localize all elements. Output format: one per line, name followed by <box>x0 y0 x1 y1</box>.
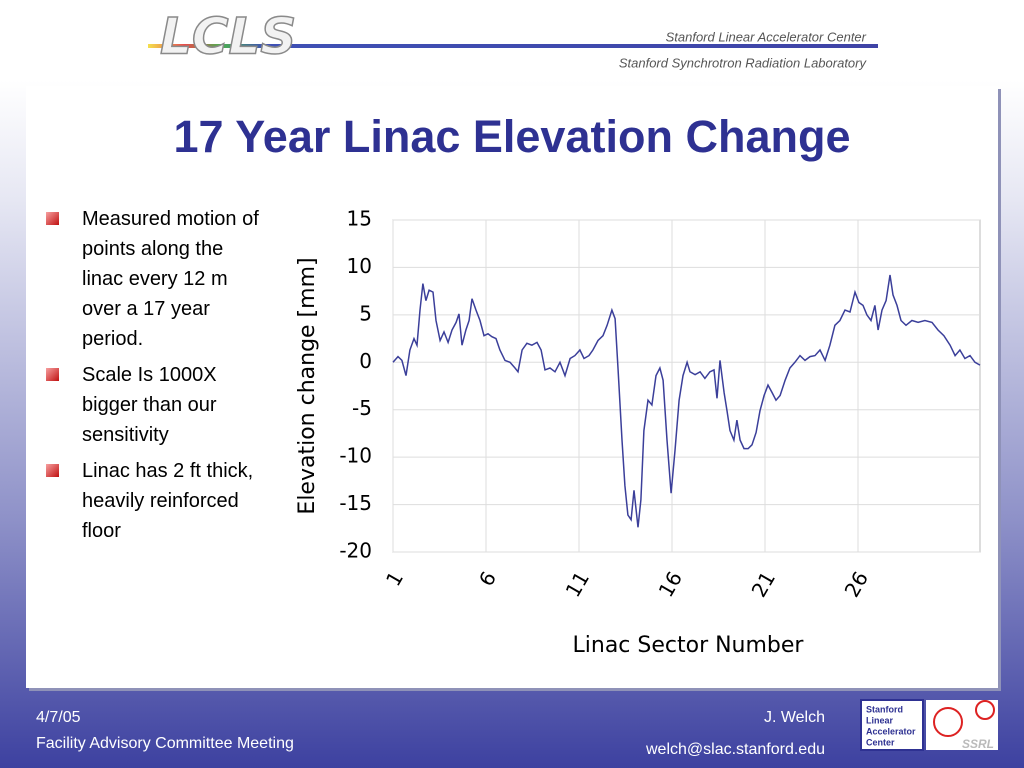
footer-email: welch@slac.stanford.edu <box>645 741 825 758</box>
footer-author: J. Welch <box>764 709 825 726</box>
x-axis-title: Linac Sector Number <box>573 633 805 658</box>
footer-meeting: Facility Advisory Committee Meeting <box>36 735 294 752</box>
y-tick-label: -15 <box>339 491 372 515</box>
plot-area <box>392 219 981 553</box>
org-name: Stanford Linear Accelerator Center <box>666 29 867 44</box>
x-tick-label: 26 <box>840 567 874 601</box>
org-name: Stanford Synchrotron Radiation Laborator… <box>619 55 868 70</box>
bullet-list: Measured motion of points along the lina… <box>44 204 264 552</box>
slac-logo-text: Center <box>866 737 895 747</box>
slac-logo-text: Linear <box>866 715 894 725</box>
bullet: Scale Is 1000X bigger than our sensitivi… <box>44 360 260 450</box>
bullet: Measured motion of points along the lina… <box>44 204 260 354</box>
ssrl-ring <box>933 707 963 737</box>
header-rule <box>148 44 878 48</box>
x-tick-label: 21 <box>747 567 781 601</box>
slide-title: 17 Year Linac Elevation Change <box>174 111 851 162</box>
x-tick-label: 1 <box>381 567 408 590</box>
y-tick-label: 5 <box>359 301 372 325</box>
x-tick-label: 11 <box>561 567 595 601</box>
x-tick-label: 16 <box>654 567 688 601</box>
slac-logo <box>860 699 924 751</box>
ssrl-logo-text: SSRL <box>962 737 994 751</box>
footer-date: 4/7/05 <box>36 709 81 726</box>
data-line <box>392 274 981 528</box>
y-tick-label: 0 <box>359 349 372 373</box>
y-tick-label: -10 <box>339 444 372 468</box>
y-tick-label: -5 <box>352 396 372 420</box>
logo: LCLS <box>160 8 296 66</box>
slac-logo-text: Accelerator <box>866 726 916 736</box>
x-tick-label: 6 <box>474 567 501 590</box>
y-tick-label: 10 <box>347 254 372 278</box>
slac-logo-text: Stanford <box>866 704 903 714</box>
y-tick-label: -20 <box>339 539 372 563</box>
bullet: Linac has 2 ft thick, heavily reinforced… <box>44 456 260 546</box>
y-tick-label: 15 <box>347 207 372 231</box>
ssrl-ring <box>975 700 995 720</box>
y-axis-title: Elevation change [mm] <box>295 257 320 514</box>
